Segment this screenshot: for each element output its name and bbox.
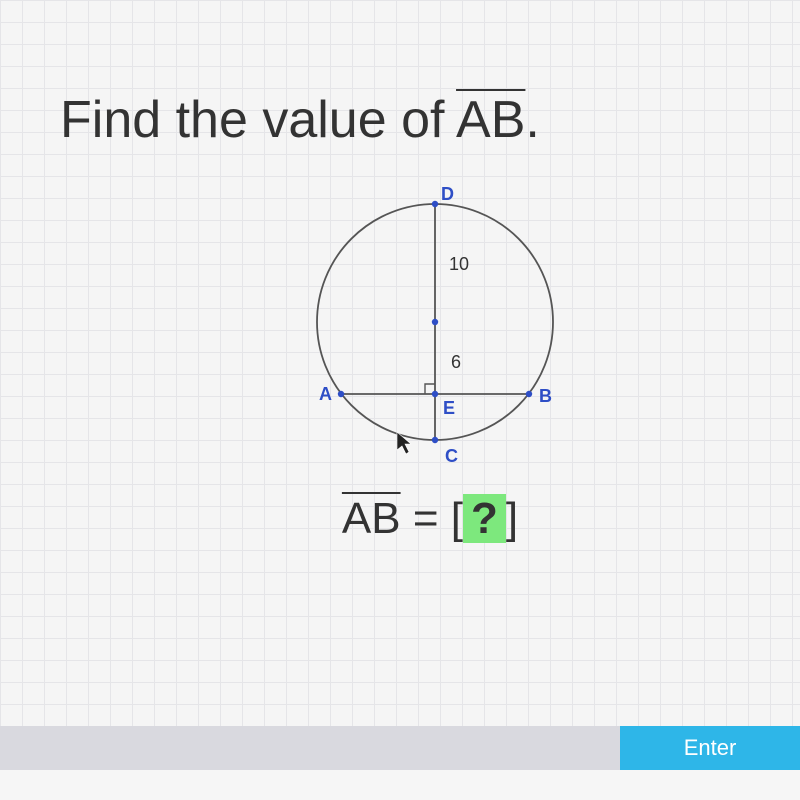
prompt-segment: AB (456, 91, 525, 149)
bottom-gutter (0, 770, 800, 800)
prompt-prefix: Find the value of (60, 91, 456, 149)
point-D (432, 201, 438, 207)
label-B: B (539, 386, 552, 406)
label-C: C (445, 446, 458, 466)
enter-button[interactable]: Enter (620, 726, 800, 770)
enter-button-label: Enter (684, 735, 737, 761)
value-radius-top: 10 (449, 254, 469, 274)
equation-open: [ (451, 494, 463, 543)
equation-eq: = (401, 494, 451, 543)
answer-input-box[interactable]: ? (463, 494, 506, 543)
point-B (526, 391, 532, 397)
progress-track (0, 726, 620, 770)
diagram-container: D C E A B 10 6 (60, 170, 800, 480)
equation: AB = [?] (342, 494, 518, 544)
bottom-bar: Enter (0, 726, 800, 770)
point-center (432, 319, 438, 325)
label-E: E (443, 398, 455, 418)
circle-diagram: D C E A B 10 6 (265, 170, 595, 480)
question-prompt: Find the value of AB. (60, 90, 800, 150)
label-D: D (441, 184, 454, 204)
point-C (432, 437, 438, 443)
label-A: A (319, 384, 332, 404)
equation-close: ] (506, 494, 518, 543)
point-E (432, 391, 438, 397)
point-A (338, 391, 344, 397)
content-area: Find the value of AB. DCEAB106 AB = [?] (0, 0, 800, 730)
equation-row: AB = [?] (60, 494, 800, 544)
prompt-suffix: . (525, 91, 539, 149)
value-center-to-E: 6 (451, 352, 461, 372)
equation-lhs: AB (342, 494, 401, 543)
